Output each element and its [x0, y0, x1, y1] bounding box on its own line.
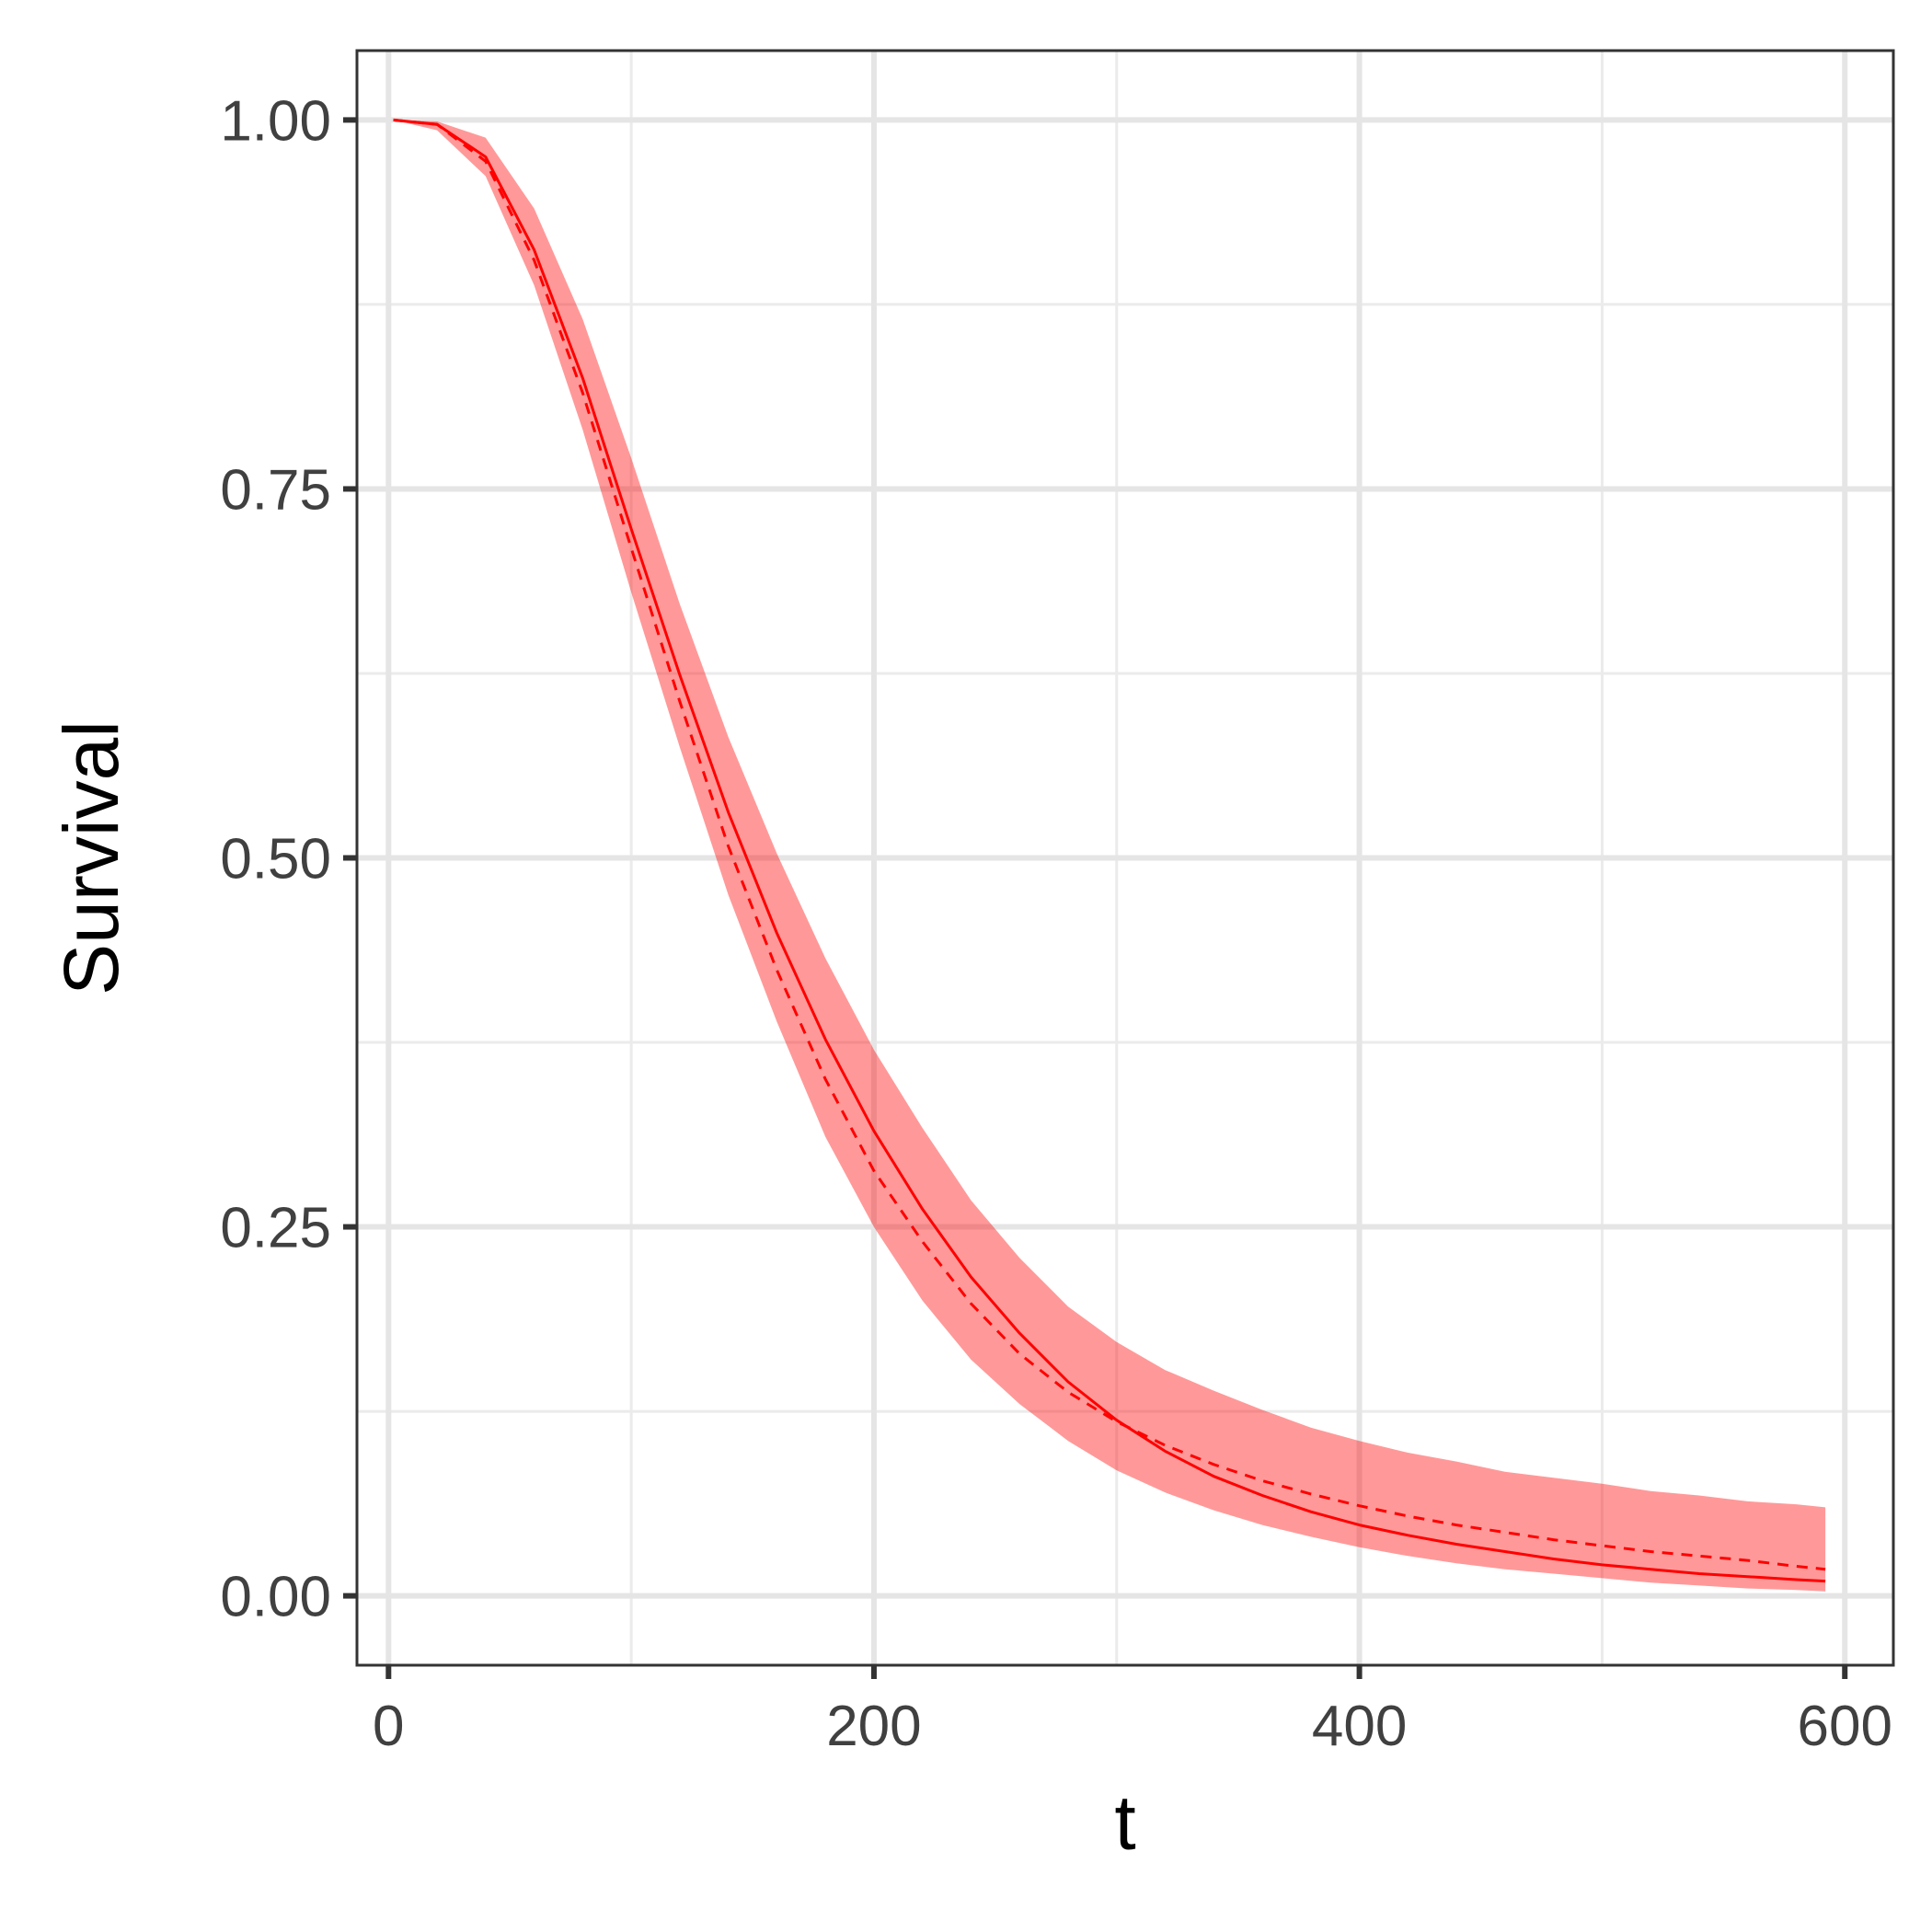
y-tick-label: 0.50 — [220, 828, 331, 891]
y-tick-label: 0.00 — [220, 1566, 331, 1629]
y-axis: 0.00 0.25 0.50 0.75 1.00 — [220, 89, 357, 1629]
x-tick-label: 200 — [826, 1695, 921, 1758]
y-tick-label: 0.25 — [220, 1197, 331, 1260]
series-layer — [393, 118, 1826, 1583]
y-tick-label: 1.00 — [220, 89, 331, 153]
y-axis-title: Survival — [48, 720, 134, 995]
major-gridlines — [357, 51, 1893, 1665]
x-tick-label: 0 — [373, 1695, 404, 1758]
x-axis-title: t — [1114, 1779, 1135, 1866]
x-axis: 0 200 400 600 — [373, 1665, 1892, 1758]
x-tick-label: 400 — [1312, 1695, 1407, 1758]
y-tick-label: 0.75 — [220, 458, 331, 522]
solid-survival-line — [393, 118, 1826, 1583]
x-tick-label: 600 — [1798, 1695, 1892, 1758]
